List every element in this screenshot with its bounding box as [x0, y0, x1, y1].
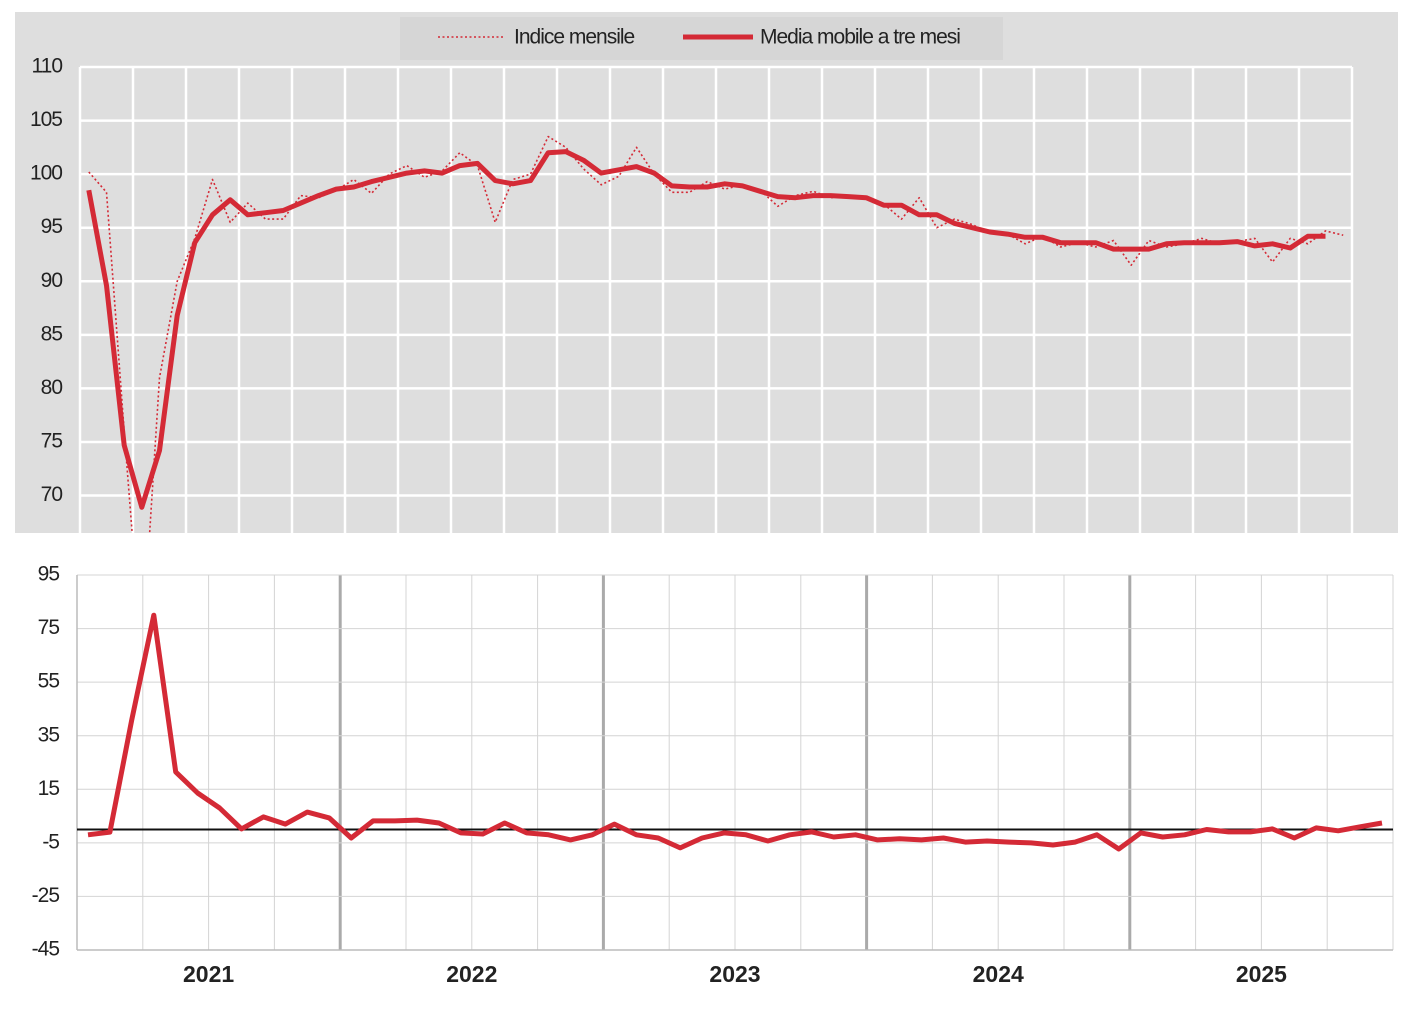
y-tick-label: -45 — [32, 938, 60, 961]
x-tick-label: 2025 — [1236, 961, 1287, 987]
y-tick-label: 90 — [41, 269, 63, 292]
x-tick-label: 2024 — [973, 961, 1024, 987]
series-line — [88, 135, 1344, 533]
y-tick-label: 70 — [41, 483, 63, 506]
y-tick-label: 75 — [41, 429, 63, 452]
legend-label: Media mobile a tre mesi — [760, 26, 960, 49]
y-tick-label: 95 — [41, 215, 63, 238]
legend-label: Indice mensile — [514, 26, 635, 49]
y-tick-label: 85 — [41, 322, 63, 345]
y-tick-label: 100 — [30, 162, 62, 185]
y-tick-label: 75 — [38, 616, 60, 639]
y-tick-label: 105 — [30, 108, 62, 131]
x-tick-label: 2023 — [709, 961, 760, 987]
y-tick-label: -5 — [42, 830, 59, 853]
x-tick-label: 2021 — [183, 961, 234, 987]
y-tick-label: 55 — [38, 670, 60, 693]
series-line — [87, 612, 1383, 852]
series-line — [86, 149, 1326, 510]
y-tick-label: 35 — [38, 723, 60, 746]
top-panel-bg — [15, 12, 1398, 533]
y-tick-label: 95 — [38, 563, 60, 586]
y-tick-label: 80 — [41, 376, 63, 399]
x-tick-label: 2022 — [446, 961, 497, 987]
y-tick-label: -25 — [32, 884, 60, 907]
y-tick-label: 110 — [32, 55, 63, 78]
y-tick-label: 15 — [38, 777, 60, 800]
